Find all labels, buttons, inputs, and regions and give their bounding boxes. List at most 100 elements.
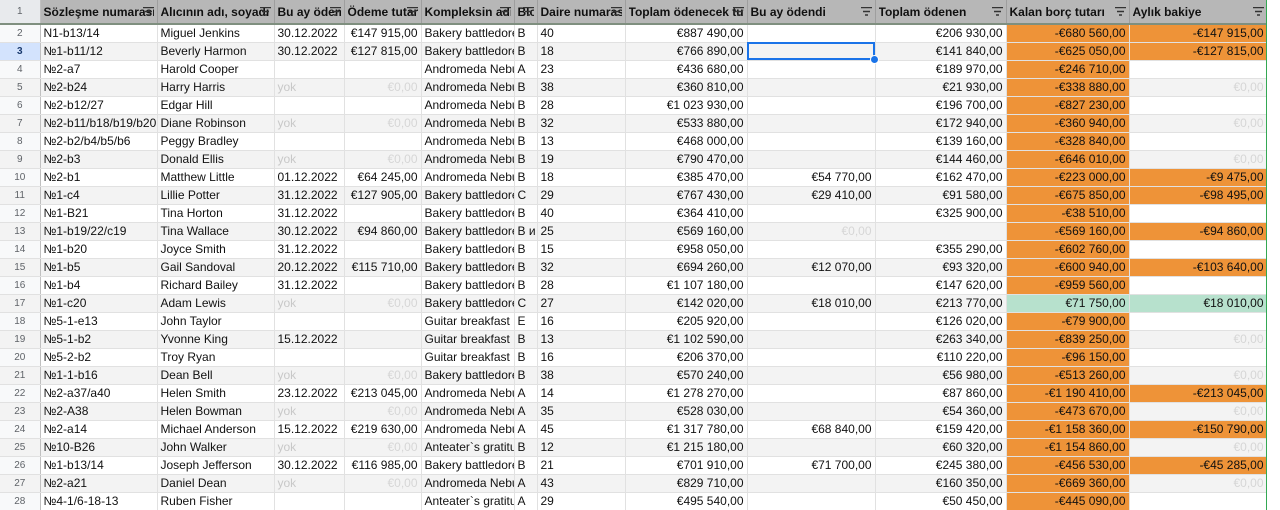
cell[interactable]: €0,00 — [344, 402, 422, 421]
cell[interactable]: €147 620,00 — [875, 276, 1007, 295]
cell[interactable]: Michael Anderson — [157, 420, 275, 439]
cell[interactable]: -€1 190 410,00 — [1006, 384, 1130, 403]
cell[interactable]: John Walker — [157, 438, 275, 457]
filter-funnel-icon[interactable] — [522, 7, 534, 16]
cell[interactable]: €0,00 — [344, 366, 422, 385]
cell[interactable]: 32 — [537, 114, 626, 133]
cell[interactable]: €0,00 — [1129, 366, 1268, 385]
cell[interactable]: -€328 840,00 — [1006, 132, 1130, 151]
cell[interactable] — [747, 492, 876, 510]
cell[interactable]: Guitar breakfast — [421, 312, 515, 331]
cell[interactable]: €1 023 930,00 — [625, 96, 748, 115]
cell[interactable]: €0,00 — [1129, 438, 1268, 457]
cell[interactable]: Tina Wallace — [157, 222, 275, 241]
cell[interactable]: Helen Bowman — [157, 402, 275, 421]
cell[interactable]: -€602 760,00 — [1006, 240, 1130, 259]
cell[interactable]: B — [514, 204, 538, 223]
cell[interactable]: 30.12.2022 — [274, 42, 345, 61]
row-number[interactable]: 16 — [0, 276, 41, 295]
cell[interactable]: €1 278 270,00 — [625, 384, 748, 403]
cell[interactable]: B — [514, 168, 538, 187]
filter-funnel-icon[interactable] — [860, 7, 872, 16]
cell[interactable]: B — [514, 456, 538, 475]
cell[interactable]: 40 — [537, 24, 626, 43]
row-number[interactable]: 3 — [0, 42, 41, 61]
cell[interactable]: B — [514, 42, 538, 61]
cell[interactable]: Andromeda Nebula — [421, 420, 515, 439]
filter-funnel-icon[interactable] — [499, 7, 511, 16]
cell[interactable]: №5-2-b2 — [40, 348, 158, 367]
cell[interactable] — [747, 366, 876, 385]
cell[interactable]: №2-b1 — [40, 168, 158, 187]
row-number[interactable]: 14 — [0, 240, 41, 259]
cell[interactable]: €245 380,00 — [875, 456, 1007, 475]
cell[interactable]: 20.12.2022 — [274, 258, 345, 277]
cell[interactable]: Dean Bell — [157, 366, 275, 385]
cell[interactable] — [747, 114, 876, 133]
cell[interactable]: Joyce Smith — [157, 240, 275, 259]
cell[interactable]: №2-a21 — [40, 474, 158, 493]
cell[interactable]: -€473 670,00 — [1006, 402, 1130, 421]
cell[interactable]: №1-b4 — [40, 276, 158, 295]
row-number[interactable]: 18 — [0, 312, 41, 331]
cell[interactable]: B — [514, 330, 538, 349]
cell[interactable]: B — [514, 240, 538, 259]
cell[interactable] — [344, 492, 422, 510]
cell[interactable]: -€246 710,00 — [1006, 60, 1130, 79]
row-number[interactable]: 9 — [0, 150, 41, 169]
cell[interactable]: №1-b20 — [40, 240, 158, 259]
cell[interactable] — [344, 204, 422, 223]
cell[interactable]: -€513 260,00 — [1006, 366, 1130, 385]
cell[interactable] — [1129, 276, 1268, 295]
filter-funnel-icon[interactable] — [329, 7, 341, 16]
cell[interactable]: -€150 790,00 — [1129, 420, 1268, 439]
row-number[interactable]: 7 — [0, 114, 41, 133]
cell[interactable]: €360 810,00 — [625, 78, 748, 97]
cell[interactable]: Bakery battledore — [421, 294, 515, 313]
row-number[interactable]: 15 — [0, 258, 41, 277]
row-number[interactable]: 2 — [0, 24, 41, 43]
cell[interactable]: yok — [274, 294, 345, 313]
cell[interactable]: -€625 050,00 — [1006, 42, 1130, 61]
cell[interactable]: B — [514, 276, 538, 295]
cell[interactable]: B — [514, 150, 538, 169]
cell[interactable]: 12 — [537, 438, 626, 457]
cell[interactable]: €162 470,00 — [875, 168, 1007, 187]
cell[interactable]: -€600 940,00 — [1006, 258, 1130, 277]
row-number[interactable]: 11 — [0, 186, 41, 205]
filter-funnel-icon[interactable] — [732, 7, 744, 16]
cell[interactable] — [747, 78, 876, 97]
cell[interactable]: Bakery battledore — [421, 240, 515, 259]
cell[interactable]: A — [514, 384, 538, 403]
cell[interactable]: №2-b24 — [40, 78, 158, 97]
cell[interactable] — [274, 492, 345, 510]
cell[interactable]: №1-b11/12 — [40, 42, 158, 61]
cell[interactable]: €68 840,00 — [747, 420, 876, 439]
cell[interactable]: €1 317 780,00 — [625, 420, 748, 439]
row-number[interactable]: 5 — [0, 78, 41, 97]
cell[interactable]: -€213 045,00 — [1129, 384, 1268, 403]
cell[interactable]: yok — [274, 438, 345, 457]
cell[interactable]: 29 — [537, 186, 626, 205]
cell[interactable]: -€103 640,00 — [1129, 258, 1268, 277]
cell[interactable]: -€646 010,00 — [1006, 150, 1130, 169]
cell[interactable]: №1-b19/22/c19 — [40, 222, 158, 241]
cell[interactable] — [747, 438, 876, 457]
cell[interactable] — [747, 96, 876, 115]
cell[interactable]: №2-b3 — [40, 150, 158, 169]
cell[interactable]: Miguel Jenkins — [157, 24, 275, 43]
cell[interactable]: №1-c20 — [40, 294, 158, 313]
column-header[interactable]: Ödeme tutarı — [344, 0, 422, 25]
cell[interactable]: -€147 915,00 — [1129, 24, 1268, 43]
cell[interactable]: €213 045,00 — [344, 384, 422, 403]
cell[interactable]: -€79 900,00 — [1006, 312, 1130, 331]
cell[interactable] — [747, 150, 876, 169]
cell[interactable]: €355 290,00 — [875, 240, 1007, 259]
column-header[interactable]: Bu ay ödendi — [747, 0, 876, 25]
cell[interactable] — [274, 96, 345, 115]
cell[interactable]: €206 370,00 — [625, 348, 748, 367]
cell[interactable]: Andromeda Nebula — [421, 114, 515, 133]
cell[interactable]: €127 815,00 — [344, 42, 422, 61]
cell[interactable]: B — [514, 78, 538, 97]
cell[interactable]: №2-b12/27 — [40, 96, 158, 115]
